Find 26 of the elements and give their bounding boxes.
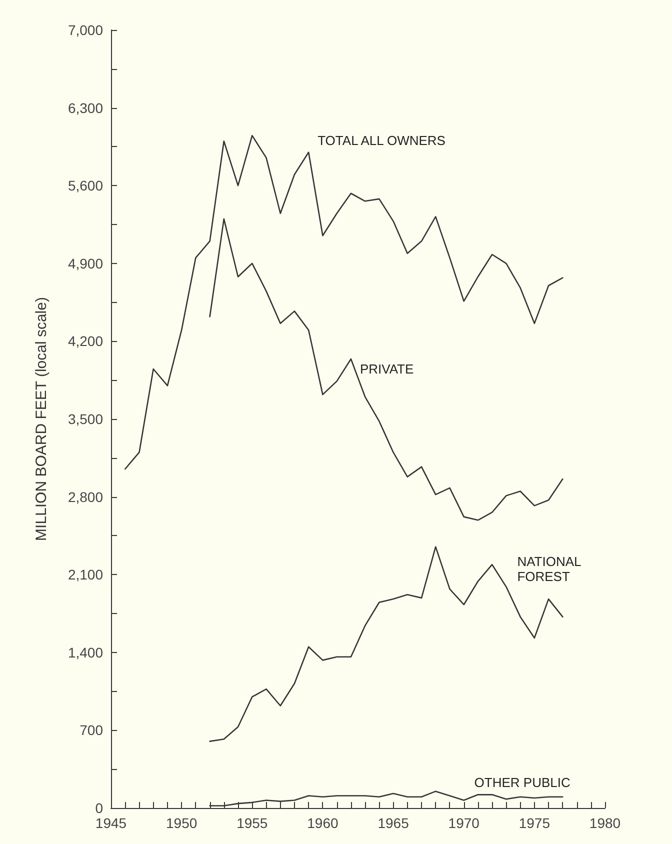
line-series	[124, 134, 564, 470]
series-label: NATIONAL FOREST	[517, 554, 584, 584]
series-label: TOTAL ALL OWNERS	[318, 132, 446, 148]
y-tick-label: 3,500	[68, 411, 104, 427]
line-series	[209, 218, 564, 521]
x-tick-label: 1960	[307, 815, 338, 831]
y-tick-label: 700	[80, 722, 104, 738]
y-tick-label: 6,300	[68, 100, 104, 116]
y-tick-label: 1,400	[68, 644, 104, 660]
x-tick-label: 1975	[518, 815, 550, 831]
y-axis-title: MILLION BOARD FEET (local scale)	[33, 297, 50, 541]
y-tick-label: 2,100	[68, 566, 104, 583]
y-tick-label: 4,900	[68, 255, 104, 272]
x-tick-label: 1980	[589, 815, 621, 831]
y-tick-label: 2,800	[68, 488, 104, 505]
series-label: PRIVATE	[360, 361, 414, 376]
x-tick-label: 1970	[448, 815, 480, 831]
x-tick-label: 1955	[236, 815, 268, 831]
y-tick-label: 4,200	[68, 333, 104, 350]
y-tick-label: 7,000	[68, 22, 104, 38]
y-tick-label: 0	[95, 800, 104, 816]
x-tick-label: 1950	[166, 815, 198, 831]
x-tick-label: 1945	[95, 815, 127, 831]
series-label: OTHER PUBLIC	[474, 774, 570, 790]
x-tick-label: 1965	[378, 815, 410, 831]
y-tick-label: 5,600	[68, 178, 104, 194]
